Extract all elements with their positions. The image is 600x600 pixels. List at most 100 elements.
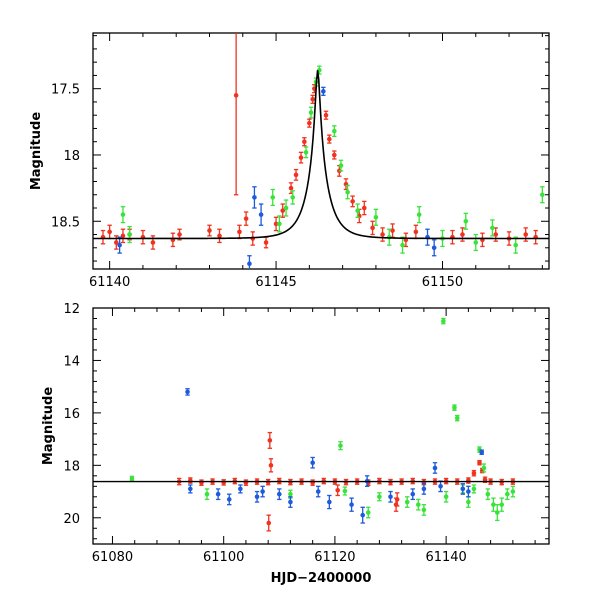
- green-marker: [416, 212, 422, 217]
- green-data-point: [441, 317, 446, 325]
- top-x-tick-label: 61145: [255, 275, 296, 290]
- red-marker: [233, 93, 239, 98]
- red-marker: [471, 470, 477, 476]
- blue-marker: [185, 389, 190, 395]
- red-marker: [107, 229, 112, 235]
- blue-marker: [258, 212, 264, 217]
- blue-data-point: [254, 490, 260, 503]
- red-marker: [268, 463, 274, 468]
- red-data-point: [267, 431, 273, 449]
- red-data-point: [207, 224, 212, 237]
- blue-data-point: [431, 239, 437, 257]
- blue-data-point: [360, 506, 366, 524]
- green-data-point: [481, 463, 487, 473]
- red-marker: [217, 233, 222, 239]
- green-data-point: [303, 146, 309, 159]
- blue-data-point: [258, 203, 264, 226]
- red-data-point: [332, 150, 337, 160]
- green-data-point: [270, 188, 276, 207]
- green-marker: [120, 212, 126, 217]
- green-marker: [466, 499, 471, 505]
- blue-data-point: [185, 388, 190, 396]
- blue-marker: [276, 491, 282, 497]
- blue-data-point: [421, 483, 427, 495]
- blue-marker: [431, 245, 437, 251]
- blue-data-point: [438, 480, 443, 493]
- green-data-point: [452, 404, 457, 411]
- red-data-point: [471, 469, 477, 477]
- green-marker: [342, 488, 348, 494]
- blue-marker: [117, 242, 122, 248]
- blue-data-point: [349, 497, 354, 512]
- red-marker: [477, 460, 482, 466]
- green-data-point: [443, 490, 449, 503]
- bottom-y-tick-label: 12: [63, 302, 80, 317]
- green-data-point: [373, 208, 379, 226]
- green-data-point: [345, 184, 350, 200]
- bottom-x-tick-label: 61100: [203, 550, 244, 565]
- blue-marker: [479, 449, 485, 455]
- bottom-panel-y-axis-title: Magnitude: [41, 387, 56, 466]
- blue-data-point: [460, 483, 466, 495]
- blue-marker: [226, 497, 232, 502]
- green-marker: [490, 225, 495, 231]
- red-data-point: [460, 227, 465, 242]
- blue-data-point: [310, 456, 315, 469]
- top-panel-light-curve-zoom: Magnitude 61140 61145 61150 17.5 18 18.5: [29, 32, 550, 290]
- blue-marker: [438, 484, 443, 489]
- green-marker: [400, 242, 405, 248]
- blue-data-point: [252, 186, 257, 209]
- bottom-y-tick-label: 14: [63, 354, 80, 369]
- red-marker: [207, 228, 212, 233]
- green-marker: [303, 150, 309, 155]
- top-y-tick-label: 17.5: [51, 83, 80, 98]
- top-plot-area: [93, 33, 549, 269]
- top-y-tick-label: 18.5: [51, 215, 80, 230]
- green-marker: [471, 486, 477, 492]
- red-marker: [221, 480, 226, 485]
- red-data-point: [370, 220, 375, 236]
- red-data-point: [293, 168, 299, 181]
- green-marker: [355, 208, 360, 213]
- blue-marker: [254, 494, 260, 500]
- red-marker: [327, 136, 332, 142]
- green-data-point: [485, 488, 491, 501]
- red-data-point: [188, 477, 193, 484]
- bottom-x-tick-label: 61120: [314, 550, 355, 565]
- red-data-point: [268, 458, 274, 473]
- red-data-point: [237, 224, 242, 240]
- blue-data-point: [425, 228, 430, 246]
- green-marker: [494, 510, 500, 515]
- red-data-point: [335, 484, 340, 497]
- top-panel-frame: [92, 32, 550, 270]
- red-data-point: [140, 229, 146, 245]
- red-data-point: [380, 227, 385, 242]
- green-marker: [473, 240, 479, 245]
- blue-data-point: [321, 86, 326, 96]
- green-marker: [308, 110, 314, 115]
- red-marker: [323, 112, 329, 118]
- red-marker: [361, 205, 367, 211]
- blue-marker: [288, 499, 293, 505]
- green-marker: [332, 128, 337, 134]
- red-marker: [150, 240, 156, 245]
- bottom-panel-marks: 61080 61100 61120 61140 12 14 16 18 20: [63, 302, 549, 565]
- green-data-point: [473, 233, 479, 252]
- green-marker: [491, 502, 496, 507]
- green-data-point: [504, 488, 510, 501]
- green-marker: [338, 443, 343, 448]
- green-marker: [540, 192, 545, 198]
- blue-marker: [410, 491, 416, 497]
- blue-data-point: [432, 462, 438, 474]
- red-marker: [394, 497, 400, 502]
- red-marker: [460, 232, 465, 237]
- green-data-point: [355, 203, 360, 218]
- green-data-point: [454, 414, 460, 422]
- green-data-point: [421, 504, 427, 516]
- blue-data-point: [410, 488, 416, 501]
- blue-marker: [349, 502, 354, 507]
- red-data-point: [510, 478, 516, 485]
- blue-marker: [310, 460, 315, 466]
- red-data-point: [413, 224, 419, 240]
- green-data-point: [404, 496, 410, 508]
